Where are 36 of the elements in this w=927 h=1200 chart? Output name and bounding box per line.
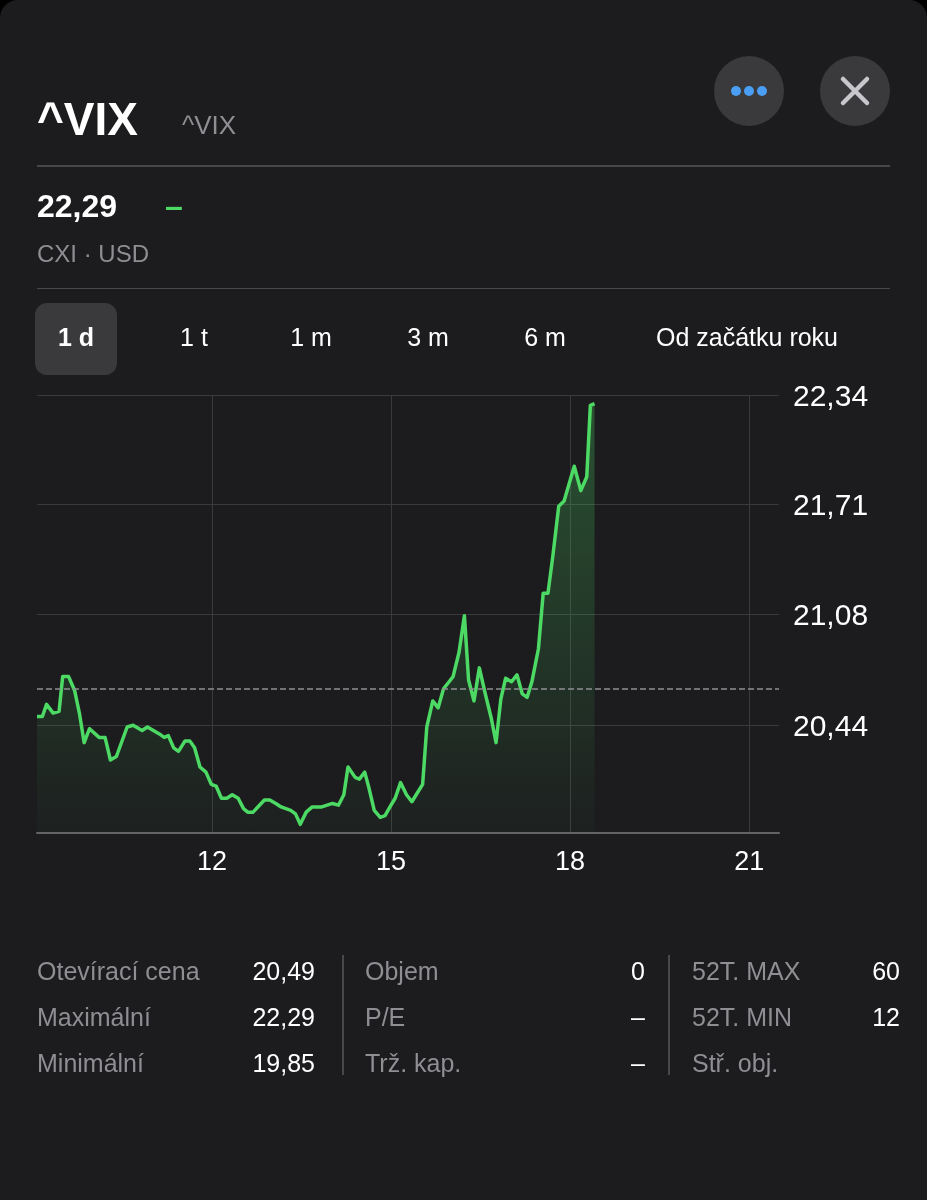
text: Objem [365,957,439,986]
y-tick-label: 20,44 [793,708,869,742]
x-tick-label: 15 [375,845,407,876]
y-tick-label: 22,34 [793,378,869,412]
text: – [165,188,183,225]
text: 52T. MIN [692,1003,793,1032]
chart-title: ^VIX [37,92,139,146]
text: Minimální [37,1049,144,1078]
y-tick-label: 21,08 [793,597,869,631]
text: 22,29 [252,1003,315,1032]
text: Otevírací cena [37,957,200,986]
text: CXI · USD [37,240,150,268]
text: 1 m [290,323,332,352]
x-tick-label: 12 [196,845,227,876]
text: 20,49 [252,957,315,986]
x-tick-label: 21 [734,845,765,876]
text: – [631,1049,645,1078]
text: Od začátku roku [655,323,839,352]
text: 52T. MAX [692,957,801,986]
text: 22,29 [37,188,118,225]
text: 6 m [524,323,566,352]
text: 0 [631,957,645,986]
y-tick-label: 21,71 [793,488,869,521]
text: 3 m [407,323,449,352]
x-tick-label: 18 [555,845,586,876]
text: – [631,1003,645,1032]
text: Maximální [37,1003,151,1032]
text: P/E [365,1003,406,1032]
text: 19,85 [252,1049,315,1078]
text: Stř. obj. [692,1049,779,1078]
chart-subtitle: ^VIX [182,110,237,141]
text: 1 d [57,323,95,352]
text: 1 t [180,323,208,352]
text: Trž. kap. [365,1049,462,1078]
text: 12 [872,1003,900,1032]
text: 60 [872,957,900,986]
